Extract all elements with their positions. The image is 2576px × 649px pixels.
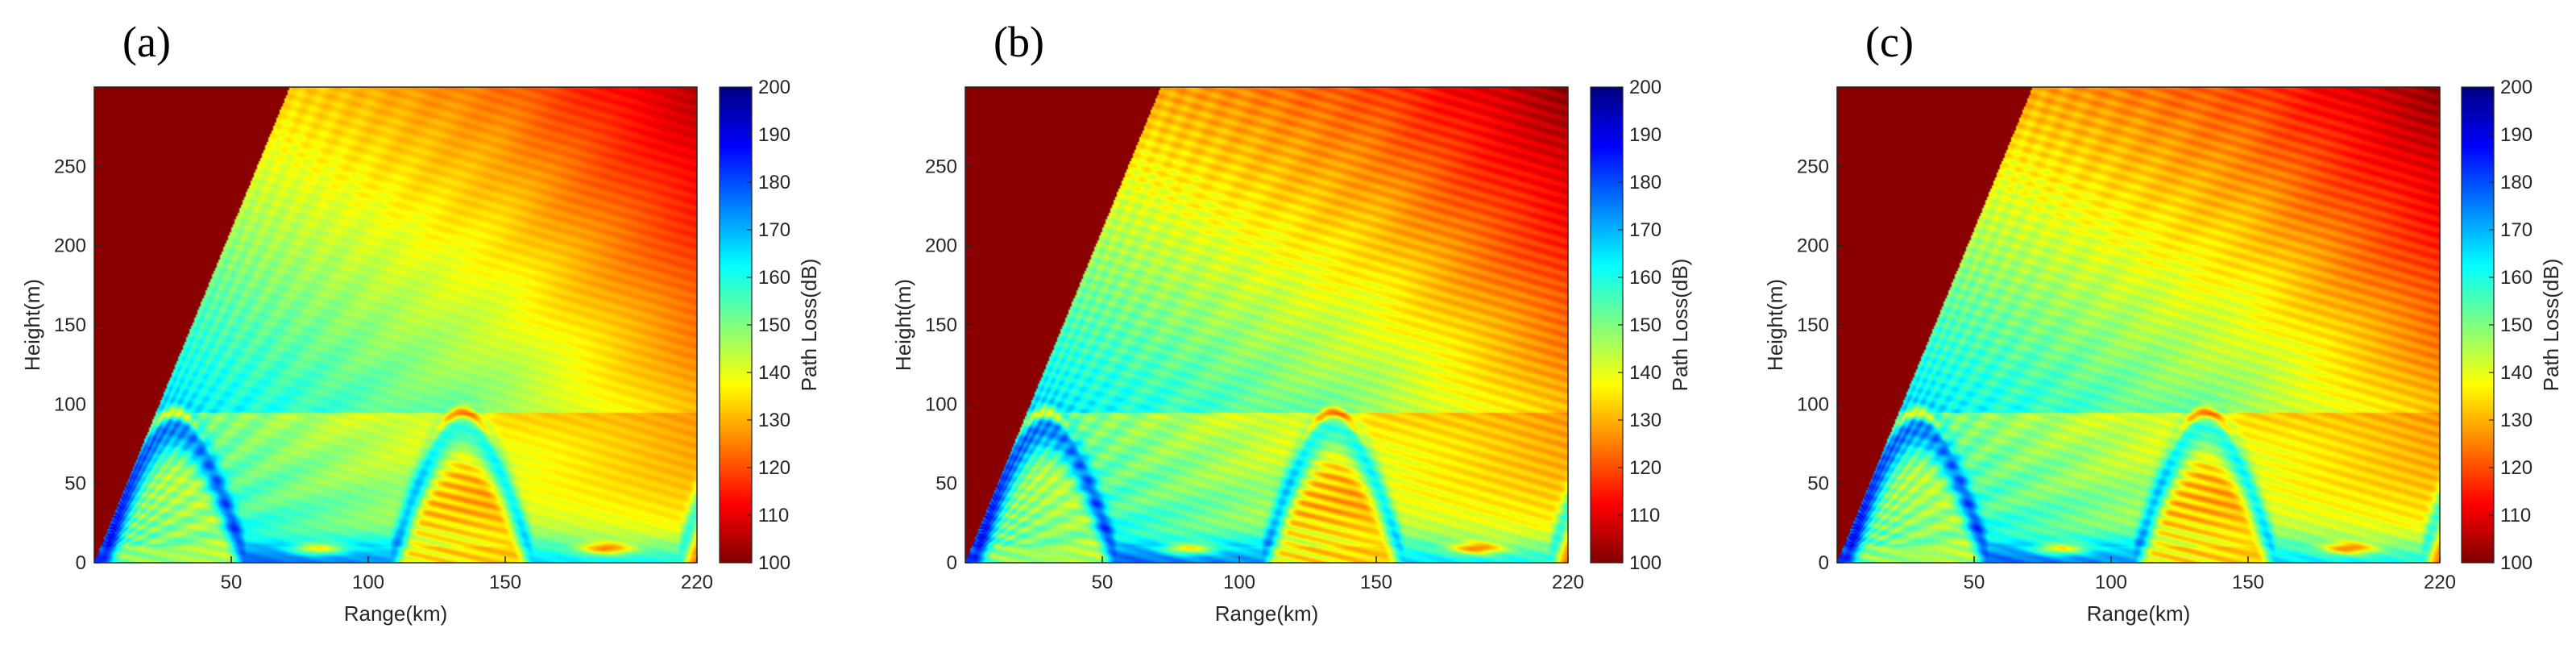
colorbar-tick-label: 100 [758,552,790,574]
y-tick-label: 200 [1797,235,1829,257]
x-axis-label: Range(km) [1215,601,1319,626]
x-tick-label: 150 [1360,572,1392,593]
y-tick-label: 50 [935,473,957,495]
y-tick-label: 250 [925,156,957,177]
colorbar-tick-label: 180 [1629,172,1661,193]
y-tick-label: 200 [54,235,86,257]
colorbar-tick-label: 110 [1629,505,1660,526]
colorbar-tick-label: 110 [758,505,789,526]
colorbar-tick-label: 190 [2500,124,2532,146]
colorbar [1591,87,1623,563]
chart-panel: (c) 50 100 150 220 0 50 100 150 200 250 Range(km) He… [1763,18,2563,626]
chart-panel: (a) 50 100 150 220 0 50 100 150 200 250 Range(km) He… [20,18,821,626]
colorbar-tick-label: 190 [1629,124,1661,146]
y-tick-label: 100 [925,393,957,415]
colorbar-tick-label: 120 [2500,457,2532,479]
y-tick-label: 250 [1797,156,1829,177]
x-axis-label: Range(km) [2087,601,2191,626]
y-axis-label: Height(m) [20,279,44,371]
colorbar-label: Path Loss(dB) [1668,259,1692,392]
colorbar-tick-label: 170 [1629,219,1661,241]
x-tick-label: 100 [2095,572,2127,593]
colorbar-tick-label: 130 [1629,410,1661,431]
x-tick-label: 100 [352,572,384,593]
x-tick-label: 150 [489,572,521,593]
colorbar-tick-label: 140 [758,362,790,384]
heatmap-image [94,87,697,563]
x-tick-label: 220 [681,572,713,593]
x-tick-label: 50 [1092,572,1114,593]
colorbar-tick-label: 150 [2500,314,2532,336]
y-tick-label: 50 [64,473,86,495]
colorbar-tick-label: 200 [1629,77,1661,98]
y-tick-label: 200 [925,235,957,257]
y-tick-label: 0 [76,552,86,574]
colorbar-tick-label: 120 [758,457,790,479]
colorbar-tick-label: 150 [758,314,790,336]
colorbar-tick-label: 160 [2500,267,2532,289]
colorbar-tick-label: 170 [758,219,790,241]
panel-label: (b) [993,18,1044,66]
y-axis-label: Height(m) [891,279,915,371]
colorbar-tick-label: 200 [758,77,790,98]
colorbar-tick-label: 150 [1629,314,1661,336]
colorbar-label: Path Loss(dB) [2539,259,2563,392]
colorbar-tick-label: 130 [758,410,790,431]
y-tick-label: 100 [1797,393,1829,415]
colorbar-tick-label: 130 [2500,410,2532,431]
x-tick-label: 100 [1223,572,1255,593]
colorbar-tick-label: 140 [2500,362,2532,384]
x-tick-label: 50 [1964,572,1985,593]
y-tick-label: 100 [54,393,86,415]
heatmap-image [1837,87,2440,563]
heatmap-image [965,87,1568,563]
colorbar-tick-label: 140 [1629,362,1661,384]
y-tick-label: 250 [54,156,86,177]
x-tick-label: 220 [2424,572,2456,593]
chart-panel: (b) 50 100 150 220 0 50 100 150 200 250 Range(km) He… [891,18,1692,626]
colorbar-tick-label: 200 [2500,77,2532,98]
y-tick-label: 150 [54,314,86,336]
y-tick-label: 0 [1819,552,1829,574]
colorbar-tick-label: 160 [1629,267,1661,289]
y-tick-label: 0 [947,552,957,574]
colorbar-tick-label: 100 [1629,552,1661,574]
y-tick-label: 150 [1797,314,1829,336]
colorbar-tick-label: 180 [758,172,790,193]
colorbar [2462,87,2494,563]
panel-label: (a) [122,18,171,66]
colorbar-tick-label: 180 [2500,172,2532,193]
panel-label: (c) [1865,18,1914,66]
x-tick-label: 50 [221,572,243,593]
x-axis-label: Range(km) [344,601,448,626]
y-axis-label: Height(m) [1763,279,1787,371]
y-tick-label: 50 [1807,473,1829,495]
x-tick-label: 220 [1552,572,1584,593]
x-tick-label: 150 [2232,572,2264,593]
colorbar-tick-label: 190 [758,124,790,146]
colorbar-label: Path Loss(dB) [797,259,821,392]
colorbar-tick-label: 110 [2500,505,2531,526]
colorbar-tick-label: 100 [2500,552,2532,574]
colorbar-tick-label: 120 [1629,457,1661,479]
colorbar-tick-label: 160 [758,267,790,289]
colorbar-tick-label: 170 [2500,219,2532,241]
colorbar [720,87,752,563]
y-tick-label: 150 [925,314,957,336]
